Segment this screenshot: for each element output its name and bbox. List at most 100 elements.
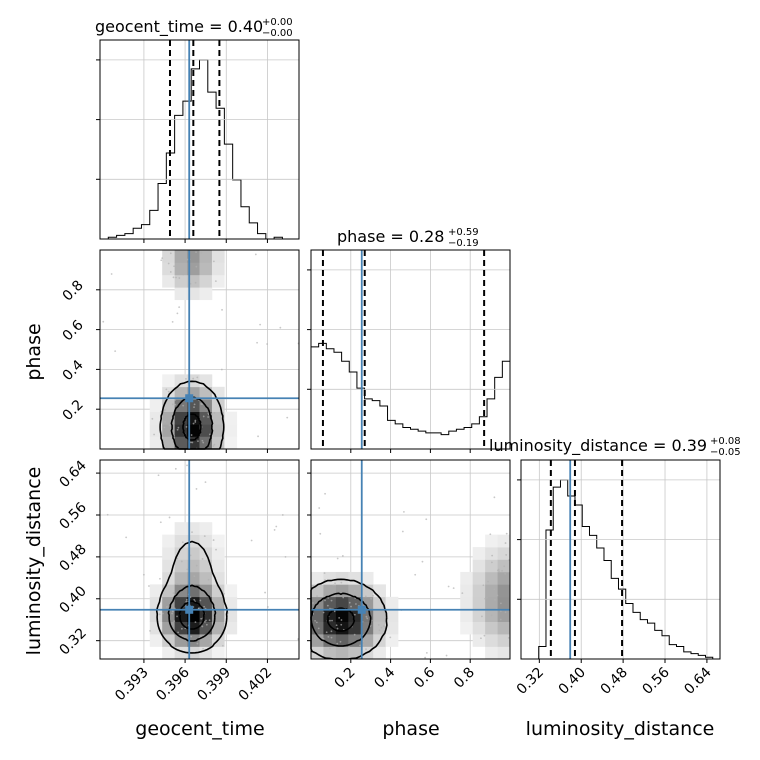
density-cell (162, 596, 175, 610)
sample-point (161, 612, 164, 615)
x-tick-label: 0.64 (681, 664, 714, 697)
sample-point (204, 481, 207, 484)
sample-point (332, 584, 335, 587)
y-tick-label: 0.2 (60, 397, 87, 424)
density-cell (224, 596, 238, 610)
sample-point (380, 626, 383, 629)
sample-point (180, 560, 183, 563)
density-cell (199, 436, 213, 450)
sample-point (172, 276, 175, 279)
y-tick-label: 0.64 (56, 458, 89, 491)
density-cell (199, 386, 213, 400)
truth-marker (185, 394, 194, 403)
x-tick-label: 0.6 (411, 664, 438, 691)
density-cell (162, 621, 175, 635)
density-cell (199, 287, 213, 301)
sample-point (334, 584, 336, 587)
sample-point (200, 617, 203, 620)
title-geocent-time-upper: +0.00 (262, 17, 293, 28)
sample-point (171, 612, 174, 615)
sample-point (176, 583, 178, 586)
contour-line (167, 584, 217, 642)
density-cell (497, 634, 511, 647)
title-phase: phase = 0.28 (337, 227, 444, 246)
panel-frame (99, 459, 300, 660)
density-cell (472, 559, 486, 573)
density-cell (211, 646, 225, 660)
sample-point (353, 613, 356, 616)
sample-point (362, 640, 365, 643)
sample-point (365, 648, 367, 651)
sample-point (168, 424, 171, 427)
sample-point (142, 573, 145, 576)
density-cell (174, 287, 188, 301)
sample-point (192, 422, 195, 425)
sample-point (163, 426, 166, 429)
density-cell (187, 559, 200, 573)
sample-point (148, 585, 150, 587)
sample-point (340, 619, 343, 621)
density-cell (460, 609, 473, 622)
density-cell (174, 559, 188, 573)
sample-point (490, 614, 493, 617)
sample-point (491, 554, 494, 557)
sample-point (204, 620, 206, 623)
density-cell (162, 646, 175, 660)
density-cell (224, 411, 238, 425)
sample-point (164, 409, 166, 411)
panel-hist-luminosity-distance: 0.32 0.40 0.48 0.56 0.64 (514, 459, 721, 698)
y-tick-label: 0.8 (60, 277, 87, 304)
y-tick-label: 0.6 (60, 317, 87, 344)
density-cell (472, 571, 486, 585)
sample-point (212, 260, 215, 263)
sample-point (185, 425, 188, 428)
sample-point (482, 584, 485, 587)
sample-point (424, 656, 427, 659)
sample-point (339, 640, 342, 643)
sample-point (114, 350, 117, 353)
density-cell (485, 584, 498, 598)
sample-point (215, 548, 217, 551)
sample-point (205, 619, 207, 622)
density-cell (460, 584, 473, 598)
density-cell (187, 262, 200, 276)
density-cell (323, 634, 337, 647)
sample-point (316, 595, 318, 598)
sample-point (504, 611, 507, 614)
contour-line (182, 413, 202, 441)
sample-point (189, 282, 192, 285)
sample-point (194, 421, 197, 423)
sample-point (275, 525, 278, 528)
sample-point (505, 532, 508, 535)
density-cell (162, 262, 175, 276)
sample-point (125, 536, 128, 539)
truth-marker (185, 605, 194, 614)
sample-point (452, 587, 455, 590)
density-cell (199, 522, 213, 535)
sample-point (366, 617, 369, 620)
sample-point (165, 388, 168, 391)
title-luminosity-distance: luminosity_distance = 0.39 (489, 436, 707, 456)
title-luminosity-distance-lower: −0.05 (710, 447, 741, 458)
panel-frame (310, 249, 511, 450)
title-phase-upper: +0.59 (448, 227, 479, 238)
sample-point (191, 441, 194, 444)
density-cell (149, 609, 163, 622)
density-cell (211, 596, 225, 610)
sample-point (202, 441, 205, 444)
sample-point (192, 377, 195, 380)
sample-point (190, 434, 193, 436)
density-cell (224, 424, 238, 437)
sample-point (172, 592, 175, 595)
density-cell (460, 596, 473, 610)
density-cell (373, 621, 386, 635)
y-tick-label: 0.32 (56, 625, 89, 658)
sample-point (324, 579, 326, 581)
sample-point (195, 564, 198, 567)
density-cell (211, 547, 225, 560)
density-cell (211, 424, 225, 437)
panel-hist-phase (307, 249, 511, 453)
histogram-step (100, 59, 299, 240)
sample-point (223, 592, 225, 595)
